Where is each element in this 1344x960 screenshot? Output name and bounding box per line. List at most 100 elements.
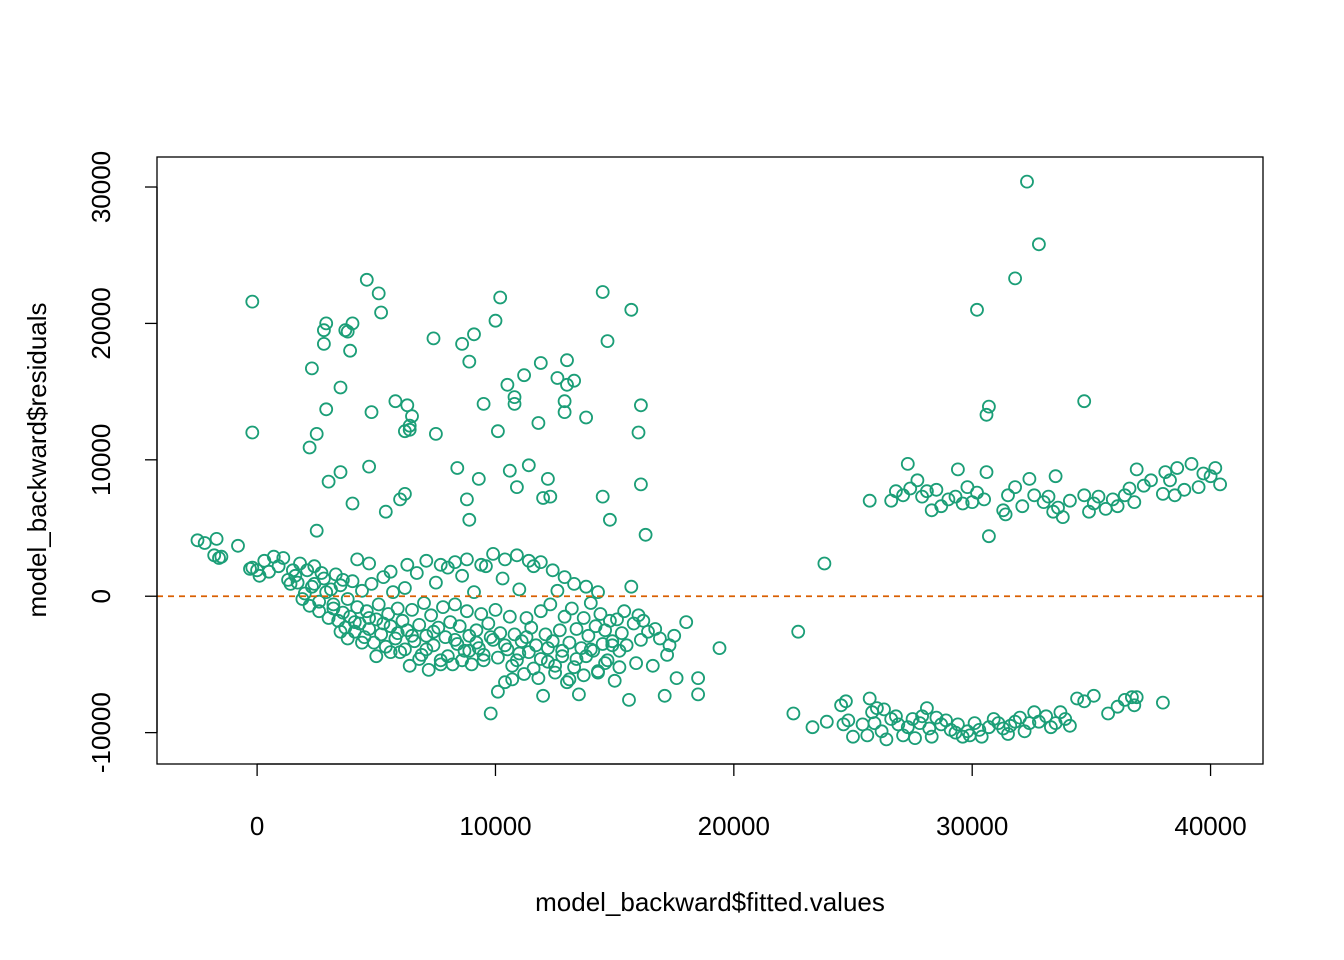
data-point [486, 547, 501, 561]
data-point [786, 706, 801, 721]
data-point [819, 714, 834, 729]
data-point [1058, 712, 1073, 726]
data-point [1127, 698, 1142, 713]
y-tick-label: 10000 [86, 424, 116, 496]
data-point [512, 582, 527, 597]
data-point [364, 405, 379, 420]
data-point [1144, 473, 1158, 488]
data-point [612, 660, 627, 675]
data-point [541, 654, 555, 669]
data-point [905, 712, 920, 726]
data-point [564, 601, 579, 616]
data-point [548, 658, 562, 673]
data-point [452, 619, 467, 634]
data-point [653, 631, 667, 646]
data-point [555, 643, 570, 658]
data-point [870, 701, 884, 715]
data-point [929, 710, 944, 725]
data-point [467, 327, 481, 342]
data-point [1208, 461, 1223, 475]
data-points [190, 174, 1227, 747]
data-point [1127, 495, 1142, 510]
data-point [867, 716, 882, 730]
data-point [448, 633, 462, 647]
data-point [1177, 482, 1192, 497]
data-point [362, 611, 377, 625]
data-point [569, 652, 584, 666]
data-point [502, 463, 517, 478]
data-point [505, 672, 520, 687]
data-point [1184, 456, 1199, 471]
data-point [459, 552, 474, 567]
data-point [617, 604, 632, 619]
data-point [462, 354, 477, 369]
data-point [581, 628, 596, 643]
data-point [402, 658, 417, 673]
data-point [610, 612, 624, 627]
data-point [383, 619, 398, 634]
data-point [333, 624, 348, 639]
data-point [231, 538, 245, 553]
data-point [645, 658, 660, 673]
data-point [1063, 718, 1077, 733]
data-point [335, 605, 350, 620]
data-point [405, 603, 419, 617]
data-point [955, 496, 970, 511]
data-point [500, 377, 515, 392]
x-tick-label: 0 [250, 811, 264, 841]
data-point [624, 302, 639, 317]
data-point [634, 633, 648, 647]
data-point [595, 637, 610, 651]
data-point [1070, 691, 1084, 706]
data-point [321, 474, 336, 489]
data-point [910, 473, 925, 488]
x-tick-label: 40000 [1174, 811, 1246, 841]
data-point [426, 624, 441, 639]
data-point [841, 713, 856, 728]
data-point [214, 549, 229, 564]
data-point [543, 489, 558, 504]
data-point [576, 668, 591, 683]
data-point [567, 660, 581, 675]
data-point [316, 323, 331, 338]
data-point [712, 641, 727, 655]
data-point [426, 331, 441, 346]
data-point [541, 471, 555, 486]
data-point [345, 316, 360, 331]
data-point [369, 649, 384, 664]
data-point [345, 496, 360, 511]
data-point [369, 612, 384, 627]
data-point [624, 579, 639, 594]
data-point [900, 456, 915, 471]
data-point [397, 581, 412, 595]
data-point [300, 563, 315, 578]
data-point [319, 585, 334, 599]
data-point [526, 661, 541, 676]
data-point [364, 577, 379, 591]
data-point [448, 597, 462, 612]
data-point [572, 687, 586, 702]
data-point [862, 493, 877, 508]
data-point [903, 481, 918, 496]
data-point [679, 615, 694, 629]
data-point [428, 426, 443, 441]
data-point [600, 653, 615, 668]
data-point [383, 645, 398, 659]
data-point [817, 556, 832, 571]
data-point [1086, 496, 1101, 511]
data-point [889, 484, 903, 499]
data-point [1041, 489, 1056, 504]
data-point [471, 471, 486, 486]
data-point [531, 416, 546, 430]
data-point [948, 489, 963, 504]
data-point [557, 609, 572, 624]
data-point [634, 398, 648, 413]
data-point [309, 523, 324, 538]
data-point [660, 648, 674, 662]
data-point [455, 653, 470, 668]
data-point [634, 477, 648, 492]
data-point [488, 603, 503, 617]
data-point [657, 688, 672, 703]
data-point [629, 656, 643, 670]
data-point [312, 604, 327, 619]
